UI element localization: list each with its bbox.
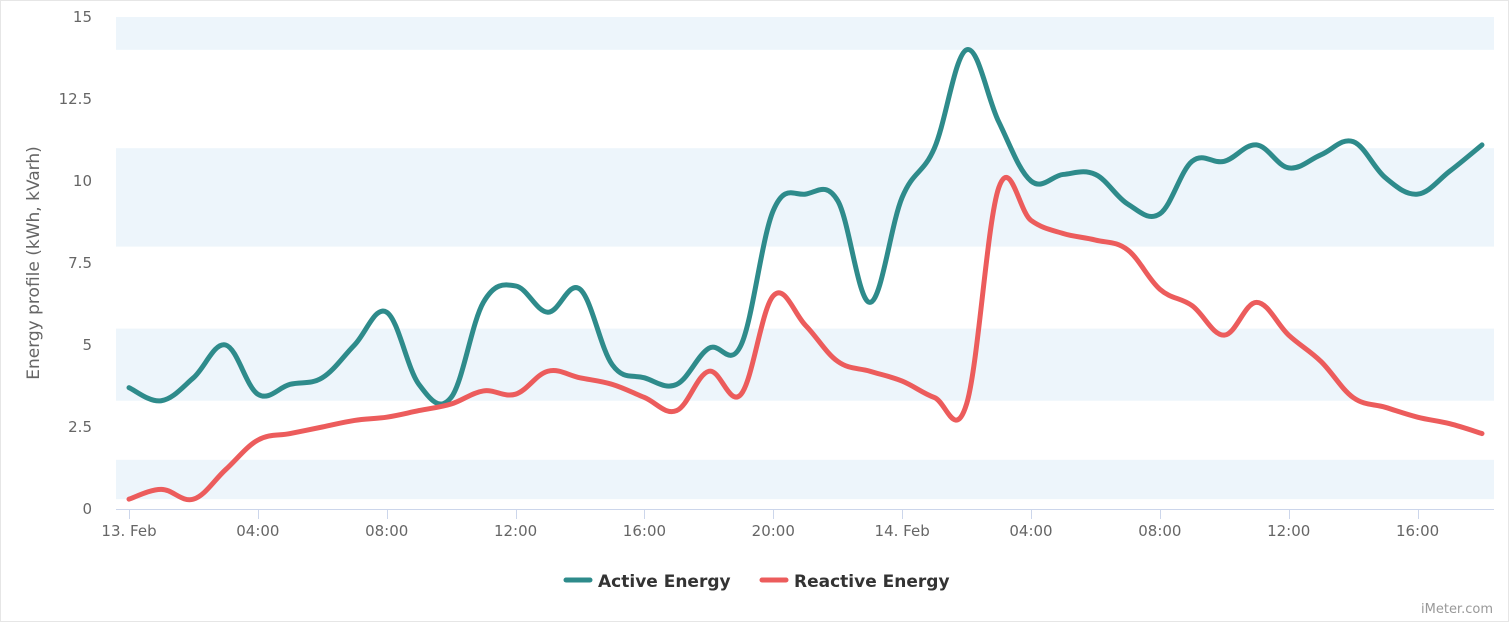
x-tick-label: 12:00 (1267, 522, 1310, 540)
x-tick-label: 04:00 (236, 522, 279, 540)
plot-bands (116, 17, 1494, 500)
y-tick-label: 0 (82, 500, 92, 518)
y-axis: 0 2.5 5 7.5 10 12.5 15 (59, 8, 92, 518)
x-tick-label: 04:00 (1009, 522, 1052, 540)
x-tick-label: 12:00 (494, 522, 537, 540)
plot-band (116, 328, 1494, 401)
legend-label: Active Energy (598, 572, 731, 592)
series-line-active-energy[interactable] (126, 47, 1485, 407)
series-line-reactive-energy[interactable] (126, 175, 1485, 503)
y-tick-label: 15 (73, 8, 92, 26)
x-tick-label: 13. Feb (101, 522, 156, 540)
legend-item-reactive-energy[interactable]: Reactive Energy (759, 572, 950, 592)
x-axis: 13. Feb 04:00 08:00 12:00 16:00 20:00 14. Feb 0… (101, 509, 1494, 540)
y-tick-label: 12.5 (59, 90, 92, 108)
x-tick-label: 08:00 (1138, 522, 1181, 540)
y-axis-title: Energy profile (kWh, kVarh) (24, 146, 44, 380)
legend-label: Reactive Energy (794, 572, 950, 592)
plot-band (116, 148, 1494, 247)
legend[interactable]: Active Energy Reactive Energy (563, 572, 950, 592)
plot-band (116, 17, 1494, 50)
x-tick-label: 16:00 (623, 522, 666, 540)
y-tick-label: 2.5 (68, 418, 92, 436)
plot-band (116, 459, 1494, 500)
x-tick-label: 16:00 (1396, 522, 1439, 540)
x-tick-label: 14. Feb (875, 522, 930, 540)
x-tick-label: 20:00 (752, 522, 795, 540)
legend-item-active-energy[interactable]: Active Energy (563, 572, 731, 592)
y-tick-label: 7.5 (68, 254, 92, 272)
credit-link[interactable]: iMeter.com (1421, 602, 1493, 617)
x-tick-label: 08:00 (365, 522, 408, 540)
y-tick-label: 5 (82, 336, 92, 354)
series-lines (126, 47, 1485, 503)
y-tick-label: 10 (73, 172, 92, 190)
